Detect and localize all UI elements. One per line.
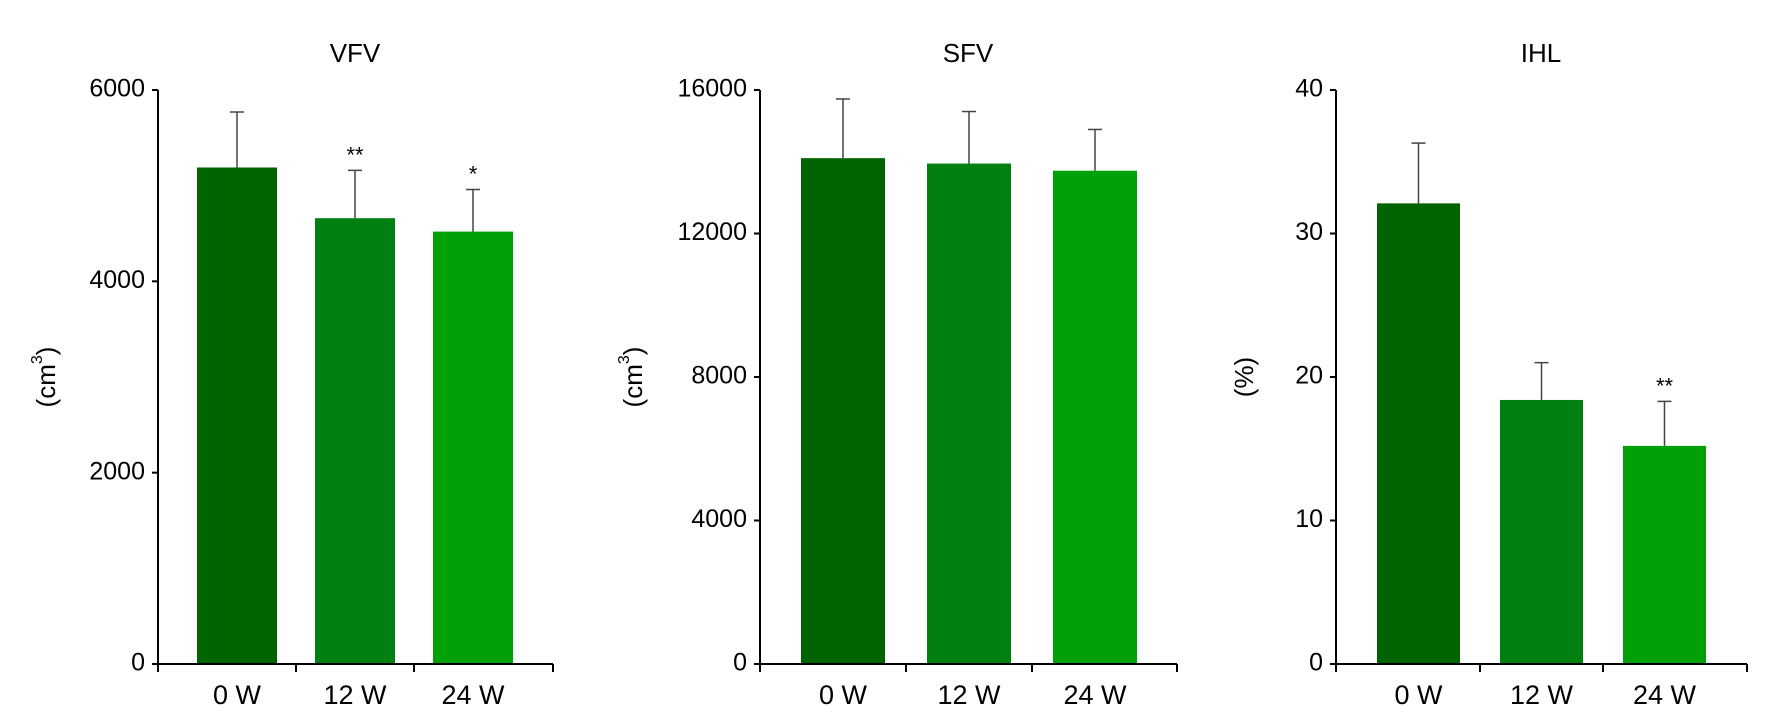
x-tick-label: 0 W [819,680,868,710]
y-tick-label: 0 [131,649,145,677]
y-tick-label: 30 [1295,218,1323,246]
y-tick-label: 40 [1295,75,1323,103]
x-tick-label: 24 W [1063,680,1127,710]
x-tick-label: 0 W [1394,680,1443,710]
y-tick-label: 0 [733,649,747,677]
y-axis-label: (cm3) [616,347,648,408]
y-tick-label: 10 [1295,505,1323,533]
bar-0w [1377,203,1460,665]
y-tick-label: 4000 [89,266,145,294]
bar-12w [315,218,395,664]
y-axis-label: (%) [1229,357,1259,397]
significance-marker: ** [1656,373,1674,398]
chart-title: IHL [1521,38,1561,68]
y-tick-label: 8000 [691,362,747,390]
x-tick-label: 12 W [1510,680,1574,710]
significance-marker: * [469,161,478,186]
y-tick-label: 16000 [677,75,747,103]
y-tick-label: 0 [1309,649,1323,677]
y-tick-label: 2000 [89,457,145,485]
x-tick-label: 24 W [1633,680,1697,710]
bar-24w [1623,445,1706,664]
y-tick-label: 6000 [89,75,145,103]
bar-12w [1500,399,1583,664]
x-tick-label: 0 W [213,680,262,710]
chart-title: VFV [330,38,381,68]
chart-panel-vfv: VFV (cm3) 0 W ** 12 W * 24 W 0 2000 4000 6000 [29,38,554,710]
x-tick-label: 12 W [323,680,387,710]
bar-0w [197,167,277,665]
y-tick-label: 4000 [691,505,747,533]
bar-0w [801,158,885,664]
y-tick-label: 20 [1295,362,1323,390]
chart-panel-sfv: SFV (cm3) 0 W 12 W 24 W 0 4000 8000 12000 16000 [616,38,1178,710]
x-tick-label: 12 W [937,680,1001,710]
chart-panel-ihl: IHL (%) 0 W 12 W ** 24 W 0 10 20 30 40 [1229,38,1748,710]
bar-24w [433,231,513,664]
x-tick-label: 24 W [441,680,505,710]
chart-title: SFV [943,38,994,68]
y-tick-label: 12000 [677,218,747,246]
bar-24w [1053,170,1137,664]
bar-12w [927,163,1011,664]
significance-marker: ** [346,142,364,167]
y-axis-label: (cm3) [29,347,61,408]
